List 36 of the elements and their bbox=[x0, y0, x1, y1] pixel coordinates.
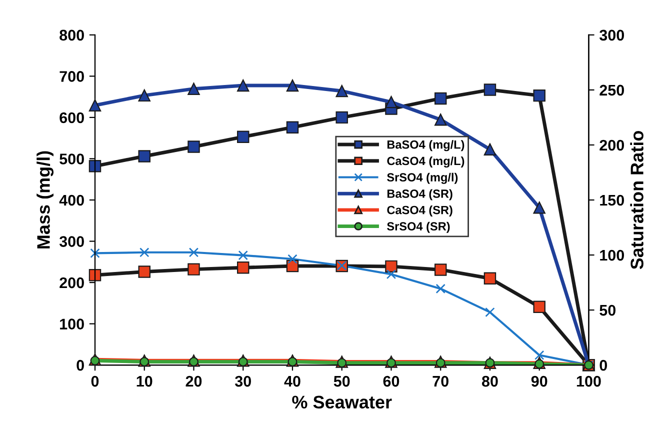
x-tick-label: 60 bbox=[383, 376, 400, 387]
x-tick-label: 40 bbox=[284, 376, 300, 387]
y-tick-label: 800 bbox=[60, 30, 84, 41]
legend-label: SrSO4 (mg/l) bbox=[387, 172, 458, 184]
x-tick-label: 30 bbox=[234, 376, 251, 387]
x-axis-title: % Seawater bbox=[292, 396, 392, 409]
y2-axis-title: Saturation Ratio bbox=[630, 130, 644, 270]
y-tick-label: 300 bbox=[59, 236, 84, 247]
y-tick-label: 0 bbox=[76, 360, 84, 371]
x-tick-label: 70 bbox=[432, 376, 448, 387]
y2-tick-label: 200 bbox=[600, 140, 624, 151]
y2-tick-label: 100 bbox=[600, 250, 624, 261]
y-tick-label: 400 bbox=[59, 194, 84, 206]
x-tick-label: 10 bbox=[136, 376, 152, 387]
x-tick-label: 50 bbox=[334, 376, 350, 387]
legend-label: BaSO4 (SR) bbox=[387, 189, 452, 200]
y2-tick-label: 0 bbox=[600, 360, 608, 371]
y2-tick-label: 150 bbox=[600, 194, 624, 206]
x-tick-label: 100 bbox=[576, 376, 601, 387]
y2-tick-label: 300 bbox=[599, 30, 624, 41]
y-tick-label: 600 bbox=[60, 112, 84, 124]
x-tick-label: 0 bbox=[91, 376, 99, 387]
legend-label: CaSO4 (SR) bbox=[387, 206, 452, 217]
y-tick-label: 500 bbox=[60, 154, 84, 164]
y2-tick-label: 50 bbox=[600, 304, 616, 316]
legend-label: BaSO4 (mg/L) bbox=[387, 140, 464, 152]
legend-label: CaSO4 (mg/L) bbox=[387, 156, 464, 168]
y-tick-label: 100 bbox=[60, 318, 84, 330]
y-axis-title: Mass (mg/l) bbox=[36, 151, 54, 248]
x-tick-label: 20 bbox=[186, 376, 202, 387]
x-tick-label: 80 bbox=[482, 376, 498, 387]
y-tick-label: 700 bbox=[60, 71, 84, 82]
x-tick-label: 90 bbox=[531, 376, 548, 387]
y2-tick-label: 250 bbox=[600, 84, 624, 96]
y-tick-label: 200 bbox=[60, 277, 84, 288]
legend-label: SrSO4 (SR) bbox=[387, 222, 450, 233]
